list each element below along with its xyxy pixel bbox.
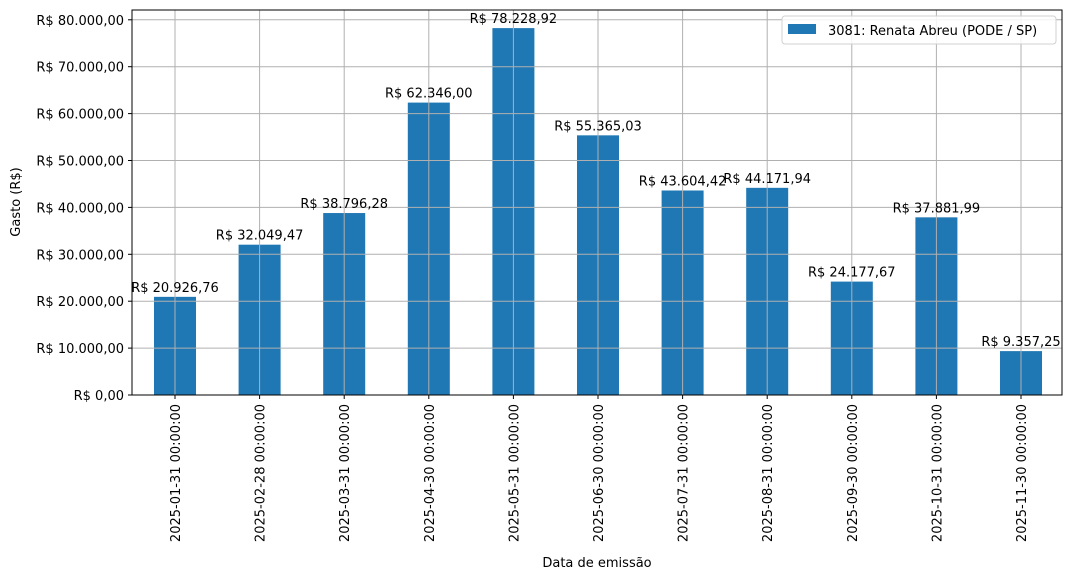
- x-tick-label: 2025-11-30 00:00:00: [1015, 404, 1030, 542]
- x-tick-label: 2025-04-30 00:00:00: [423, 404, 438, 542]
- y-tick-label: R$ 60.000,00: [36, 108, 124, 123]
- x-tick-label: 2025-10-31 00:00:00: [930, 404, 945, 542]
- plot-frame: [131, 9, 1063, 396]
- x-tick-label: 2025-09-30 00:00:00: [846, 404, 861, 542]
- bar-value-label: R$ 55.365,03: [554, 119, 642, 134]
- bar-value-label: R$ 38.796,28: [300, 197, 388, 212]
- bar-value-label: R$ 20.926,76: [131, 281, 219, 296]
- legend-swatch: [788, 24, 816, 34]
- x-tick-label: 2025-08-31 00:00:00: [761, 404, 776, 542]
- legend-label: 3081: Renata Abreu (PODE / SP): [828, 24, 1037, 39]
- x-tick-label: 2025-03-31 00:00:00: [338, 404, 353, 542]
- y-axis-ticks: R$ 0,00 R$ 10.000,00 R$ 20.000,00 R$ 30.000…: [36, 14, 132, 404]
- y-tick-label: R$ 80.000,00: [36, 14, 124, 29]
- x-axis-ticks: 2025-01-31 00:00:00 2025-02-28 00:00:00 20…: [169, 395, 1030, 542]
- bar-value-label: R$ 78.228,92: [470, 12, 558, 27]
- bar-value-label: R$ 24.177,67: [808, 266, 896, 281]
- bar-value-label: R$ 9.357,25: [981, 335, 1060, 350]
- bar-value-label: R$ 62.346,00: [385, 87, 473, 102]
- bar-value-label: R$ 32.049,47: [216, 229, 304, 244]
- y-tick-label: R$ 20.000,00: [36, 295, 124, 310]
- y-tick-label: R$ 70.000,00: [36, 61, 124, 76]
- y-axis-title: Gasto (R$): [9, 167, 24, 236]
- y-tick-label: R$ 50.000,00: [36, 155, 124, 170]
- y-tick-label: R$ 10.000,00: [36, 342, 124, 357]
- x-tick-label: 2025-07-31 00:00:00: [677, 404, 692, 542]
- x-tick-label: 2025-02-28 00:00:00: [254, 404, 269, 542]
- legend: 3081: Renata Abreu (PODE / SP): [781, 15, 1057, 45]
- x-tick-label: 2025-06-30 00:00:00: [592, 404, 607, 542]
- x-tick-label: 2025-01-31 00:00:00: [169, 404, 184, 542]
- bar-value-label: R$ 44.171,94: [723, 172, 811, 187]
- bar-value-label: R$ 43.604,42: [639, 174, 727, 189]
- bar-value-labels: R$ 20.926,76 R$ 32.049,47 R$ 38.796,28 R$ 6…: [131, 12, 1060, 350]
- x-tick-label: 2025-05-31 00:00:00: [507, 404, 522, 542]
- x-axis-title: Data de emissão: [542, 556, 651, 571]
- bar-value-label: R$ 37.881,99: [893, 201, 981, 216]
- y-tick-label: R$ 0,00: [74, 389, 124, 404]
- legend-box: [781, 15, 1057, 45]
- y-tick-label: R$ 40.000,00: [36, 201, 124, 216]
- y-tick-label: R$ 30.000,00: [36, 248, 124, 263]
